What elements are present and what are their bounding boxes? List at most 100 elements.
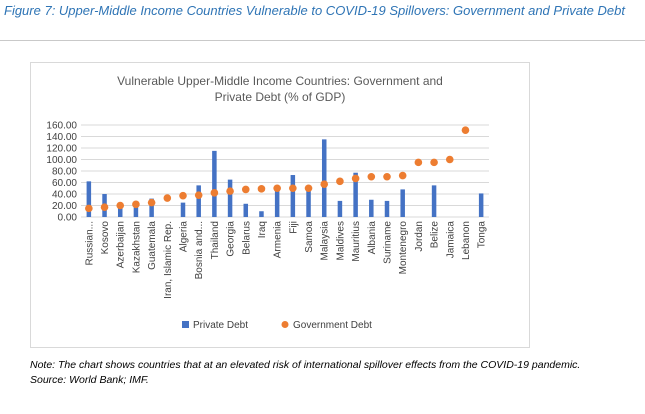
government-debt-marker xyxy=(383,172,391,181)
x-tick-label: Montenegro xyxy=(398,221,409,275)
y-tick-label: 40.00 xyxy=(52,190,77,201)
figure-title: Figure 7: Upper-Middle Income Countries … xyxy=(4,3,625,18)
government-debt-marker xyxy=(147,198,156,207)
legend-swatch-private xyxy=(182,321,189,328)
government-debt-marker xyxy=(398,171,407,180)
x-tick-label: Jamaica xyxy=(445,221,456,259)
title-divider xyxy=(0,40,645,41)
legend: Private Debt Government Debt xyxy=(182,320,372,331)
x-tick-label: Georgia xyxy=(226,221,237,257)
y-tick-label: 20.00 xyxy=(52,201,77,212)
private-debt-bar xyxy=(259,211,264,217)
x-tick-label: Kosovo xyxy=(100,221,111,255)
legend-label-private: Private Debt xyxy=(193,320,248,331)
government-debt-marker xyxy=(351,174,360,183)
government-debt-marker xyxy=(179,191,187,200)
government-debt-marker xyxy=(320,180,329,189)
x-tick-label: Suriname xyxy=(383,221,394,264)
x-tick-label: Fiji xyxy=(288,221,299,234)
y-tick-label: 120.00 xyxy=(46,144,77,155)
x-tick-label: Mauritius xyxy=(351,221,362,262)
x-tick-label: Thailand xyxy=(210,221,221,259)
legend-swatch-government xyxy=(281,321,289,328)
private-debt-bar xyxy=(353,172,358,217)
government-debt-marker xyxy=(85,204,93,213)
private-debt-bar xyxy=(290,175,296,217)
private-debt-bar xyxy=(149,198,154,217)
private-debt-bar xyxy=(337,200,343,217)
y-tick-label: 0.00 xyxy=(58,213,78,224)
private-debt-bar xyxy=(369,199,374,217)
private-debt-bar xyxy=(431,185,437,217)
y-tick-label: 160.00 xyxy=(46,121,77,132)
x-tick-label: Iran, Islamic Rep. xyxy=(163,221,174,299)
y-tick-label: 100.00 xyxy=(46,155,77,166)
x-tick-label: Albania xyxy=(367,221,378,255)
x-tick-label: Azerbaijan xyxy=(116,221,127,268)
x-tick-label: Maldives xyxy=(335,221,346,260)
private-debt-bar xyxy=(478,193,484,217)
private-debt-bar xyxy=(86,181,92,217)
private-debt-bar xyxy=(117,206,123,217)
government-debt-marker xyxy=(132,200,140,209)
x-tick-label: Bosnia and... xyxy=(194,221,205,279)
debt-chart: Vulnerable Upper-Middle Income Countries… xyxy=(46,74,489,331)
y-tick-label: 140.00 xyxy=(46,132,77,143)
government-debt-marker xyxy=(289,184,297,193)
gridlines xyxy=(81,124,489,218)
x-tick-label: Iraq xyxy=(257,221,268,238)
private-debt-bars xyxy=(86,139,484,217)
x-tick-label: Malaysia xyxy=(320,221,331,261)
government-debt-marker xyxy=(445,155,454,164)
government-debt-marker xyxy=(163,194,172,202)
government-debt-marker xyxy=(336,177,344,186)
legend-label-government: Government Debt xyxy=(293,320,372,331)
government-debt-marker xyxy=(430,158,438,167)
government-debt-marker xyxy=(100,203,109,212)
x-tick-label: Algeria xyxy=(179,221,190,253)
note-text: Note: The chart shows countries that at … xyxy=(30,359,581,371)
private-debt-bar xyxy=(321,139,327,217)
private-debt-bar xyxy=(274,189,280,217)
government-debt-markers xyxy=(85,126,470,213)
government-debt-marker xyxy=(273,184,281,193)
x-tick-label: Guatemala xyxy=(147,221,158,270)
x-tick-label: Lebanon xyxy=(461,221,472,260)
private-debt-bar xyxy=(306,188,311,217)
government-debt-marker xyxy=(210,189,219,197)
x-tick-label: Jordan xyxy=(414,221,425,252)
private-debt-bar xyxy=(400,189,405,217)
government-debt-marker xyxy=(461,126,470,134)
source-text: Source: World Bank; IMF. xyxy=(30,374,149,386)
x-tick-label: Belarus xyxy=(241,221,252,255)
private-debt-bar xyxy=(243,203,249,217)
private-debt-bar xyxy=(227,179,233,217)
government-debt-marker xyxy=(241,185,250,194)
private-debt-bar xyxy=(384,200,390,217)
y-tick-label: 60.00 xyxy=(52,178,77,189)
y-tick-label: 80.00 xyxy=(52,167,77,178)
chart-title-line2: Private Debt (% of GDP) xyxy=(215,90,346,104)
chart-title-line1: Vulnerable Upper-Middle Income Countries… xyxy=(117,74,443,88)
x-tick-label: Samoa xyxy=(304,221,315,253)
x-tick-label: Tonga xyxy=(477,221,488,249)
government-debt-marker xyxy=(194,191,203,199)
x-tick-label: Kazakhstan xyxy=(131,221,142,273)
x-tick-label: Armenia xyxy=(273,221,284,259)
figure-note: Note: The chart shows countries that at … xyxy=(30,358,640,388)
x-axis-labels: Russian... Kosovo Azerbaijan Kazakhstan Guat… xyxy=(84,221,487,299)
chart-container: Vulnerable Upper-Middle Income Countries… xyxy=(30,62,530,348)
government-debt-marker xyxy=(304,184,313,193)
government-debt-marker xyxy=(226,187,234,195)
x-tick-label: Belize xyxy=(430,221,441,249)
government-debt-marker xyxy=(414,158,423,167)
y-axis-ticks: 160.00140.00120.00100.0080.0060.0040.002… xyxy=(46,121,77,224)
private-debt-bar xyxy=(212,150,217,217)
x-tick-label: Russian... xyxy=(84,221,95,265)
private-debt-bar xyxy=(196,185,201,217)
private-debt-bar xyxy=(180,202,186,217)
government-debt-marker xyxy=(367,172,376,181)
government-debt-marker xyxy=(257,185,266,193)
private-debt-bar xyxy=(133,204,139,217)
government-debt-marker xyxy=(116,201,125,210)
